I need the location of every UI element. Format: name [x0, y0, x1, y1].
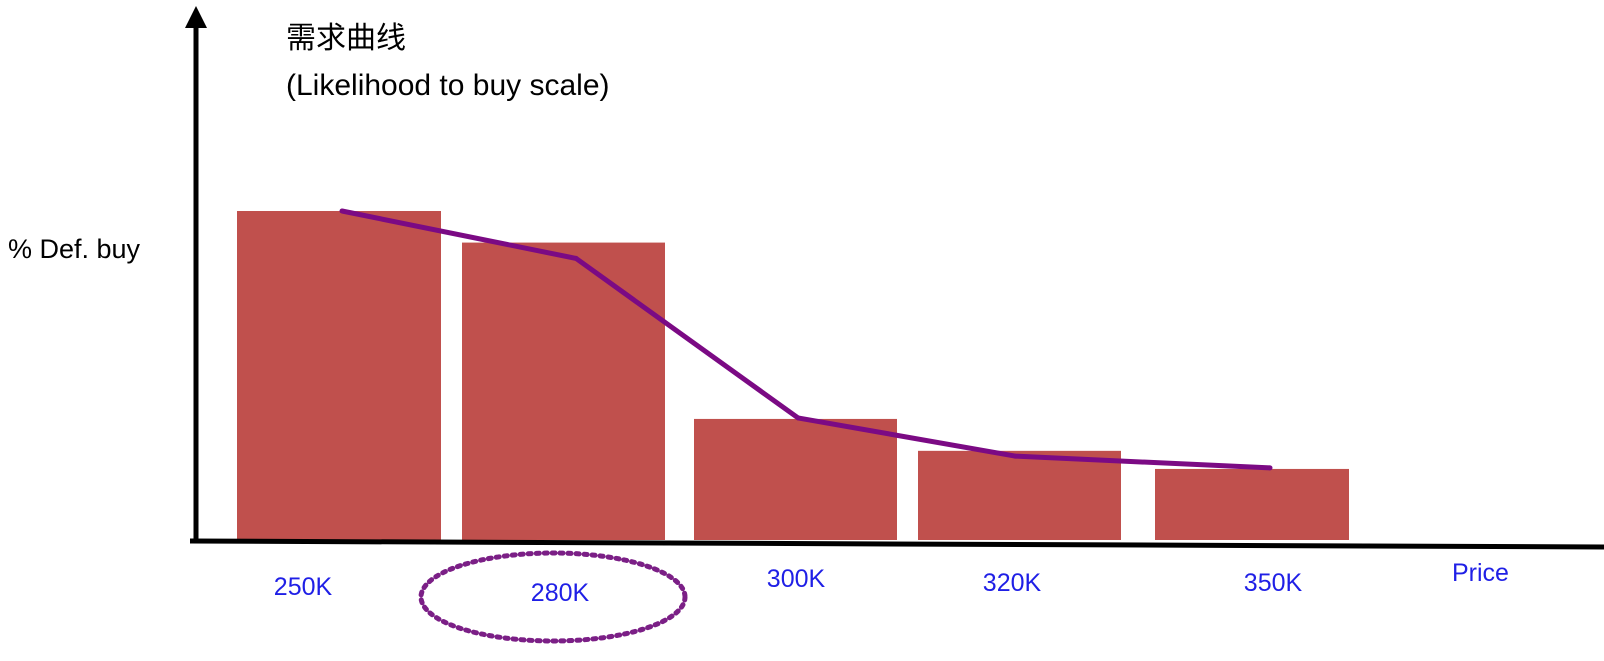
- bar-280K: [462, 242, 665, 541]
- chart-title: 需求曲线: [286, 21, 406, 56]
- line-point-280K: [573, 255, 579, 261]
- bars-layer: [237, 211, 1349, 541]
- line-layer: [339, 208, 1273, 471]
- bar-350K: [1155, 468, 1349, 540]
- bar-320K: [918, 450, 1121, 540]
- line-point-300K: [795, 415, 801, 421]
- x-axis-line: [189, 538, 1604, 550]
- x-tick-label-280K: 280K: [531, 579, 590, 607]
- bar-300K: [694, 418, 897, 540]
- y-axis-label: % Def. buy: [8, 234, 141, 264]
- x-tick-label-300K: 300K: [767, 565, 826, 593]
- bar-250K: [237, 211, 441, 540]
- x-tick-label-350K: 350K: [1244, 569, 1303, 597]
- axes-layer: [185, 6, 1604, 550]
- x-tick-label-250K: 250K: [274, 573, 333, 601]
- highlight-ellipse: [418, 550, 688, 644]
- x-tick-label-320K: 320K: [983, 569, 1042, 597]
- y-axis-arrowhead: [185, 6, 207, 28]
- line-point-250K: [339, 208, 345, 214]
- chart-subtitle: (Likelihood to buy scale): [286, 69, 610, 102]
- x-axis-label: Price: [1452, 559, 1509, 587]
- labels-layer: 需求曲线 (Likelihood to buy scale) % Def. bu…: [8, 21, 1509, 644]
- line-point-320K: [1012, 453, 1018, 459]
- line-point-350K: [1267, 465, 1273, 471]
